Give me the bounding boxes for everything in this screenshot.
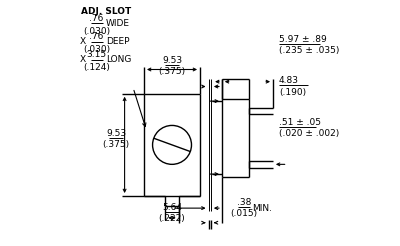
Text: .76: .76 [90,32,104,41]
Text: MIN.: MIN. [252,204,272,213]
Text: ADJ. SLOT: ADJ. SLOT [81,7,131,16]
Text: (.375): (.375) [102,140,130,149]
Text: DEEP: DEEP [106,37,129,46]
Text: .51 ± .05: .51 ± .05 [279,118,321,127]
Text: X: X [80,37,86,46]
Text: (.124): (.124) [83,63,110,72]
Text: LONG: LONG [106,55,131,64]
Text: (.015): (.015) [230,209,257,218]
Text: (.190): (.190) [279,88,306,97]
Text: 4.83: 4.83 [279,76,299,85]
Text: (.375): (.375) [158,67,186,76]
Text: (.235 ± .035): (.235 ± .035) [279,46,340,55]
Text: X: X [80,55,86,64]
Text: 9.53: 9.53 [162,56,182,65]
Text: 5.97 ± .89: 5.97 ± .89 [279,35,327,44]
Text: .76: .76 [90,14,104,23]
Text: (.030): (.030) [83,27,110,36]
Text: WIDE: WIDE [106,19,130,28]
Text: 5.64: 5.64 [162,203,182,212]
Text: (.222): (.222) [159,214,186,223]
Text: 9.53: 9.53 [106,129,126,138]
Text: .38: .38 [236,198,251,207]
Text: (.020 ± .002): (.020 ± .002) [279,129,339,138]
Text: (.030): (.030) [83,45,110,54]
Text: 3.15: 3.15 [86,50,107,59]
